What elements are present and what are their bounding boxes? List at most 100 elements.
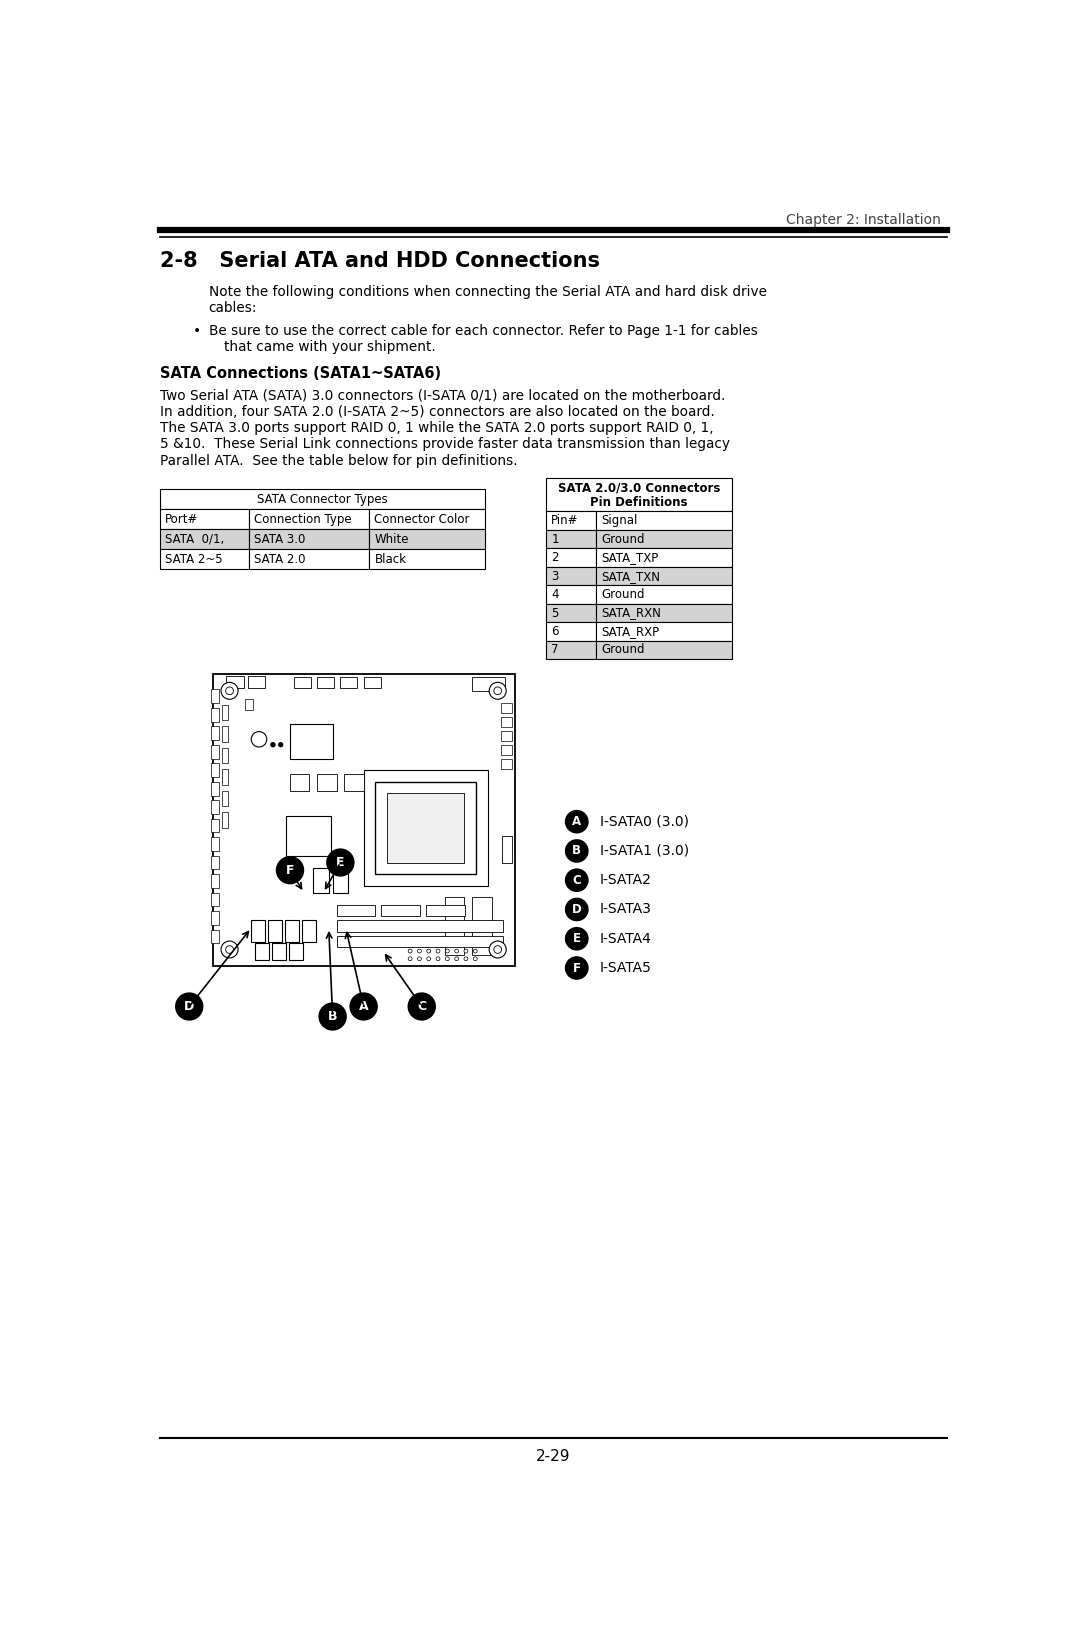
Circle shape [276,856,303,883]
Text: White: White [375,533,409,546]
Circle shape [176,993,202,1020]
Bar [160,530,248,549]
Bar [221,769,228,785]
Text: SATA  0/1,: SATA 0/1, [165,533,225,546]
Circle shape [408,993,435,1020]
Circle shape [455,957,459,960]
Bar [596,622,732,640]
Text: SATA_TXP: SATA_TXP [602,551,659,564]
Text: 5: 5 [551,607,558,619]
Bar [211,893,218,906]
Circle shape [408,949,413,954]
Circle shape [427,957,431,960]
Bar [501,731,512,741]
Bar [596,604,732,622]
Bar [545,568,596,586]
Bar [272,944,286,960]
Bar [291,774,309,790]
Bar [289,944,303,960]
Text: E: E [572,932,581,945]
Text: B: B [328,1010,337,1023]
Circle shape [445,957,449,960]
Text: cables:: cables: [208,300,257,315]
Bar [375,782,476,874]
Text: SATA_RXN: SATA_RXN [602,607,661,619]
Text: Be sure to use the correct cable for each connector. Refer to Page 1-1 for cable: Be sure to use the correct cable for eac… [208,323,757,338]
Circle shape [473,957,477,960]
Text: 4: 4 [551,587,558,601]
Bar [545,477,732,512]
Bar [285,921,299,942]
Text: Pin#: Pin# [551,515,579,526]
Text: Connector Color: Connector Color [375,513,470,526]
Bar [211,764,218,777]
Text: I-SATA5: I-SATA5 [600,960,652,975]
Bar [501,703,512,713]
Bar [227,676,243,688]
Circle shape [455,949,459,954]
Bar [445,898,464,955]
Text: I-SATA3: I-SATA3 [600,903,652,916]
Text: The SATA 3.0 ports support RAID 0, 1 while the SATA 2.0 ports support RAID 0, 1,: The SATA 3.0 ports support RAID 0, 1 whi… [160,421,714,436]
Bar [221,747,228,764]
Bar [337,936,503,947]
Bar [302,921,316,942]
Circle shape [566,870,588,891]
Circle shape [464,957,468,960]
Circle shape [418,957,421,960]
Bar [502,835,512,863]
Text: 2-8   Serial ATA and HDD Connections: 2-8 Serial ATA and HDD Connections [160,251,599,271]
Bar [333,868,348,893]
Circle shape [320,1003,346,1030]
Text: SATA 3.0: SATA 3.0 [255,533,306,546]
Text: In addition, four SATA 2.0 (I-SATA 2~5) connectors are also located on the board: In addition, four SATA 2.0 (I-SATA 2~5) … [160,404,715,419]
Bar [160,549,248,569]
Text: I-SATA4: I-SATA4 [600,932,652,945]
Text: D: D [572,903,582,916]
Bar [381,904,420,916]
Bar [211,837,218,851]
Text: •: • [193,323,201,338]
Bar [364,771,488,886]
Text: Black: Black [375,553,406,566]
Bar [596,568,732,586]
Bar [248,676,266,688]
Text: 1: 1 [551,533,558,546]
Text: C: C [572,874,581,886]
Bar [545,604,596,622]
Bar [596,586,732,604]
Bar [252,921,266,942]
Bar [248,549,369,569]
Circle shape [350,993,377,1020]
Bar [501,759,512,769]
Text: SATA_RXP: SATA_RXP [602,625,660,639]
Text: Parallel ATA.  See the table below for pin definitions.: Parallel ATA. See the table below for pi… [160,454,517,467]
Bar [211,911,218,926]
Text: SATA 2.0/3.0 Connectors: SATA 2.0/3.0 Connectors [557,482,720,495]
Bar [221,812,228,828]
Bar [340,676,357,688]
Bar [286,817,332,856]
Text: A: A [572,815,581,828]
Text: D: D [184,1000,194,1013]
Bar [211,744,218,759]
Bar [211,856,218,870]
Text: Pin Definitions: Pin Definitions [590,495,688,508]
Bar [596,512,732,530]
Bar [211,800,218,813]
Text: I-SATA1 (3.0): I-SATA1 (3.0) [600,843,689,858]
Text: I-SATA0 (3.0): I-SATA0 (3.0) [600,815,689,828]
Bar [211,929,218,944]
Bar [345,774,364,790]
Bar [211,818,218,833]
Circle shape [252,731,267,747]
Bar [213,673,515,967]
Bar [160,488,485,510]
Circle shape [473,949,477,954]
Text: E: E [336,856,345,870]
Bar [211,782,218,795]
Text: Signal: Signal [602,515,638,526]
Circle shape [427,949,431,954]
Text: C: C [417,1000,427,1013]
Bar [337,904,375,916]
